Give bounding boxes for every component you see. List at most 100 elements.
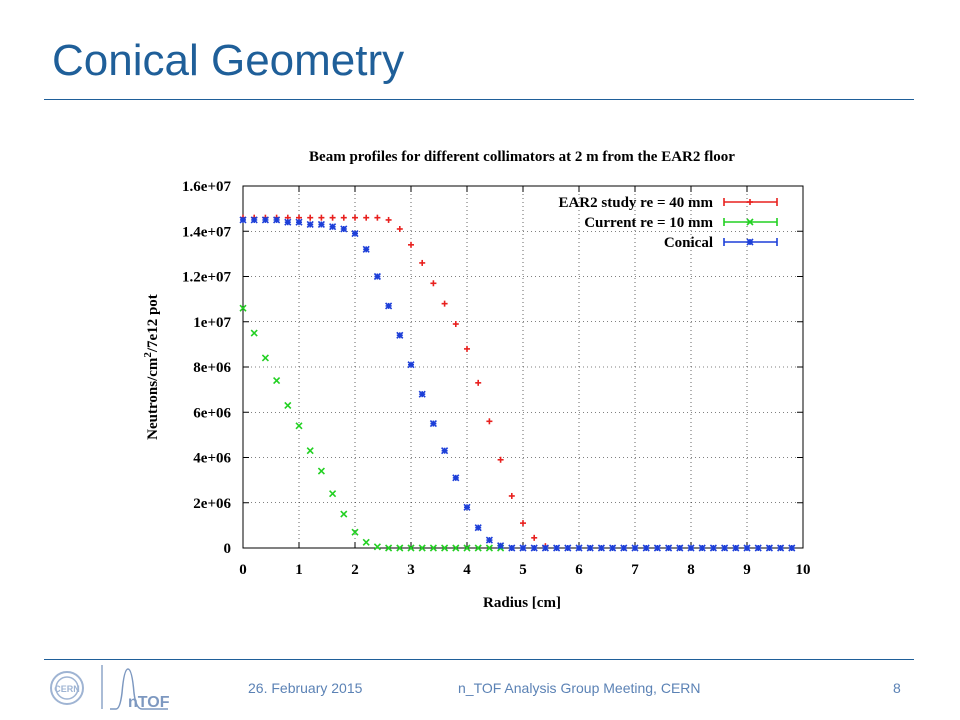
data-point xyxy=(352,214,358,221)
legend-marker xyxy=(747,199,753,205)
axis-ticks: 0 1 2 3 4 5 6 7 8 9 10 0 2e+06 4e+06 6e+06 8e+06 1e+07 1.… xyxy=(182,179,810,578)
cern-logo-text: CERN xyxy=(54,684,80,694)
data-point xyxy=(407,361,415,369)
data-point xyxy=(777,544,785,552)
data-point xyxy=(429,419,437,428)
data-point xyxy=(374,214,381,221)
data-point xyxy=(307,214,314,221)
data-point xyxy=(765,544,773,552)
data-point xyxy=(329,223,337,231)
y-axis-label-sup: 2 xyxy=(142,352,154,358)
legend-label: Current re = 10 mm xyxy=(584,215,713,231)
data-point xyxy=(306,220,314,229)
y-tick-label: 8e+06 xyxy=(193,360,231,376)
legend: EAR2 study re = 40 mm Current re = 10 mm C… xyxy=(558,195,778,251)
data-point xyxy=(497,456,504,463)
data-point xyxy=(273,377,281,385)
legend-marker xyxy=(746,238,754,246)
y-axis-label-prefix: Neutrons/cm xyxy=(145,357,161,440)
data-point xyxy=(385,216,392,223)
footer-date: 26. February 2015 xyxy=(248,680,363,696)
x-axis-label: Radius [cm] xyxy=(483,595,561,611)
x-tick-label: 6 xyxy=(575,562,583,578)
data-point xyxy=(485,536,493,544)
data-point xyxy=(709,544,717,552)
data-point xyxy=(317,467,325,475)
data-point xyxy=(317,220,325,229)
data-point xyxy=(463,544,471,552)
x-tick-label: 3 xyxy=(407,562,415,578)
data-point xyxy=(665,544,673,552)
data-point xyxy=(362,245,370,253)
data-point xyxy=(441,447,449,455)
x-tick-label: 0 xyxy=(239,562,247,578)
data-point xyxy=(754,544,762,552)
data-point xyxy=(575,544,583,552)
data-point xyxy=(396,544,404,552)
data-point xyxy=(295,422,303,430)
data-point xyxy=(407,544,415,552)
grid-lines xyxy=(243,186,803,548)
data-point xyxy=(486,418,493,425)
data-point xyxy=(261,354,269,362)
data-point xyxy=(250,216,258,224)
x-tick-label: 4 xyxy=(463,562,471,578)
x-tick-label: 9 xyxy=(743,562,751,578)
data-point xyxy=(609,544,617,552)
data-point xyxy=(687,544,695,552)
data-point xyxy=(362,538,370,546)
ntof-logo: nTOF xyxy=(98,663,178,718)
data-point xyxy=(351,229,359,238)
data-point xyxy=(418,390,426,398)
data-point xyxy=(597,544,605,552)
legend-label: EAR2 study re = 40 mm xyxy=(558,195,713,211)
data-point xyxy=(452,544,460,552)
data-point xyxy=(261,216,269,224)
data-point xyxy=(698,544,706,552)
y-tick-label: 1.2e+07 xyxy=(182,270,231,286)
y-axis-label-suffix: /7e12 pot xyxy=(145,294,161,353)
data-point xyxy=(239,304,247,312)
data-point xyxy=(373,543,381,551)
x-tick-label: 5 xyxy=(519,562,527,578)
data-point xyxy=(463,503,471,511)
legend-marker xyxy=(746,218,754,226)
data-point xyxy=(441,544,449,552)
data-point xyxy=(239,216,247,224)
data-point xyxy=(284,218,292,226)
data-point xyxy=(508,544,516,552)
y-tick-label: 1.4e+07 xyxy=(182,224,231,240)
page-number: 8 xyxy=(893,680,901,696)
y-tick-label: 6e+06 xyxy=(193,405,231,421)
data-point xyxy=(788,544,796,552)
data-point xyxy=(385,302,393,310)
data-point xyxy=(351,528,359,536)
slide-title: Conical Geometry xyxy=(52,36,405,85)
y-tick-label: 1e+07 xyxy=(193,315,231,331)
data-point xyxy=(508,492,515,499)
x-tick-label: 10 xyxy=(796,562,811,578)
data-point xyxy=(273,216,281,224)
data-point xyxy=(408,241,414,248)
data-point xyxy=(441,300,448,307)
data-point xyxy=(452,474,460,482)
data-point xyxy=(653,544,661,552)
data-point xyxy=(250,329,258,337)
footer-divider xyxy=(44,659,914,660)
y-tick-label: 2e+06 xyxy=(193,496,231,512)
data-point xyxy=(452,321,459,328)
data-point xyxy=(418,544,426,552)
data-point xyxy=(430,280,437,287)
data-point xyxy=(284,401,292,410)
data-point xyxy=(318,214,325,221)
data-point xyxy=(474,544,482,552)
data-point xyxy=(520,520,526,527)
data-point xyxy=(564,544,572,552)
data-point xyxy=(340,214,347,221)
data-point xyxy=(295,218,303,226)
data-point xyxy=(485,544,493,552)
data-point xyxy=(530,544,538,552)
x-tick-label: 8 xyxy=(687,562,695,578)
legend-label: Conical xyxy=(664,235,713,251)
data-point xyxy=(340,225,348,233)
